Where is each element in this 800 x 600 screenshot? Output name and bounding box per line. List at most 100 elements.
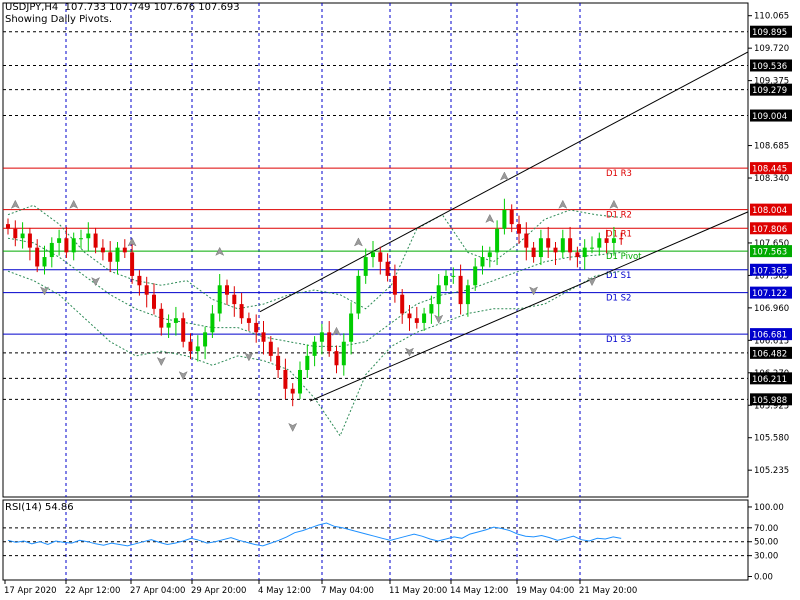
pivot-lines: D1 R3 D1 R2 D1 R1 D1 Pivot D1 S1 D1 S2 D1 S3 (3, 167, 748, 345)
level-price-box (750, 346, 792, 359)
y-tick-label: 105.580 (754, 434, 789, 444)
fractal-arrow (91, 277, 101, 287)
fractal-arrow (353, 237, 363, 247)
candle-body (568, 238, 573, 253)
rsi-panel: 100.00 70.00 50.00 30.00 0.00 (2, 499, 784, 583)
pivot-name-label: D1 S2 (606, 294, 631, 304)
candle-body (305, 355, 310, 370)
fractal-arrow (558, 199, 568, 209)
fractal-arrow (156, 357, 166, 367)
fractal-arrow (69, 199, 79, 209)
pivot-name-label: D1 S1 (606, 271, 631, 281)
chart-subtitle: Showing Daily Pivots. (5, 14, 113, 25)
candle-body (49, 242, 54, 258)
candle-body (524, 233, 529, 248)
pivot-price-box (750, 222, 792, 235)
candle-body (42, 257, 47, 267)
fractal-arrow (39, 286, 50, 296)
candle-body (122, 247, 127, 253)
fractal-arrow (485, 213, 495, 223)
candle-body (597, 238, 602, 248)
candle-body (100, 247, 105, 253)
candle-body (473, 266, 478, 286)
candlesticks (6, 198, 624, 407)
pivot-name-label: D1 R2 (606, 211, 632, 221)
x-tick-label: 19 May 04:00 (516, 586, 574, 596)
candle-body (13, 228, 18, 239)
level-price-label: 109.895 (752, 28, 787, 38)
candle-body (159, 308, 164, 328)
pivot-price-box (750, 328, 792, 341)
level-price-box (750, 83, 792, 96)
pivot-name-label: D1 R3 (606, 169, 632, 179)
y-tick-label: 106.960 (754, 304, 789, 314)
level-price-label: 106.211 (752, 375, 787, 385)
fractal-arrow (288, 422, 298, 432)
fractal-arrow (244, 352, 254, 362)
pivot-price-label: 107.122 (752, 289, 787, 299)
pivot-price-box (750, 162, 792, 175)
pivot-name-label: D1 S3 (606, 335, 631, 345)
candle-body (414, 318, 419, 323)
level-price-box (750, 109, 792, 122)
candle-body (130, 252, 135, 276)
candle-body (371, 252, 375, 258)
candle-body (246, 318, 251, 323)
candle-body (86, 233, 91, 239)
candle-body (188, 341, 193, 352)
y-tick-label: 109.720 (754, 44, 789, 54)
fractal-arrow (587, 277, 597, 287)
price-axis: 110.065 109.720 109.375 108.685 108.340 107.6… (748, 12, 792, 476)
pivot-price-box (750, 263, 792, 276)
candle-body (517, 224, 521, 234)
pivot-price-label: 107.365 (752, 266, 787, 276)
x-tick-label: 7 May 04:00 (321, 586, 374, 596)
pivot-price-box (750, 203, 792, 216)
pivot-name-label: D1 R1 (606, 229, 632, 239)
level-price-label: 109.004 (752, 112, 787, 122)
candle-body (378, 252, 383, 262)
candle-body (465, 285, 470, 305)
chart-title: USDJPY,H4 107.733 107.749 107.676 107.69… (5, 2, 240, 13)
candle-body (203, 332, 208, 347)
fractal-arrows (10, 171, 619, 432)
y-tick-label: 107.650 (754, 239, 789, 249)
rsi-y-tick-label: 100.00 (754, 503, 784, 513)
candle-body (392, 275, 397, 295)
candle-body (64, 238, 69, 253)
level-lines (3, 31, 748, 400)
candle-body (611, 238, 616, 243)
candle-body (458, 275, 463, 305)
candle-body (144, 285, 149, 295)
x-tick-label: 27 Apr 04:00 (130, 586, 185, 596)
candle-body (57, 238, 62, 243)
candle-body (356, 275, 361, 314)
lower-band (7, 270, 622, 437)
fractal-arrow (127, 237, 137, 247)
candle-body (298, 369, 302, 394)
candle-body (582, 247, 587, 258)
candle-body (6, 224, 10, 229)
pivot-price-label: 107.806 (752, 225, 787, 235)
candle-body (363, 257, 368, 276)
y-tick-label: 107.305 (754, 271, 789, 281)
candle-body (137, 275, 142, 286)
candle-body (451, 275, 456, 277)
candle-body (276, 355, 281, 370)
level-price-box (750, 25, 792, 38)
x-tick-label: 22 Apr 12:00 (65, 586, 120, 596)
rsi-y-tick-label: 0.00 (754, 573, 773, 583)
candle-body (495, 228, 500, 253)
candle-body (334, 351, 339, 366)
candle-body (20, 233, 25, 239)
x-tick-label: 4 May 12:00 (258, 586, 311, 596)
y-tick-label: 105.925 (754, 401, 789, 411)
channel-upper-line (259, 51, 749, 313)
y-tick-label: 105.235 (754, 466, 789, 476)
rsi-y-tick-label: 50.00 (754, 538, 778, 548)
fractal-arrow (499, 171, 509, 181)
candle-body (115, 247, 120, 262)
candle-body (254, 322, 259, 333)
pivot-price-label: 108.004 (752, 206, 787, 216)
candle-body (444, 275, 448, 286)
